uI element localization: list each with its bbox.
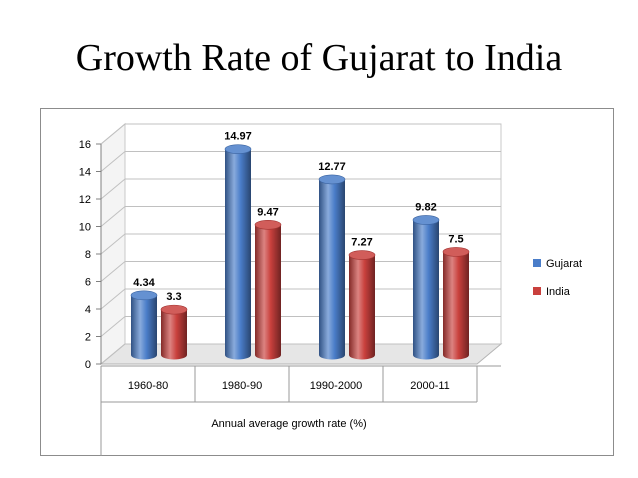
gridline	[100, 233, 501, 255]
bar-top	[254, 219, 282, 230]
bar-body	[413, 219, 439, 360]
x-axis-label: Annual average growth rate (%)	[211, 418, 366, 430]
data-label: 9.82	[415, 201, 436, 213]
bar-gujarat-1990-2000	[318, 174, 346, 360]
data-label: 3.3	[166, 291, 181, 303]
gridline	[100, 288, 501, 310]
data-label: 7.5	[448, 233, 463, 245]
category-label: 1960-80	[128, 380, 168, 392]
bar-top	[348, 250, 376, 260]
y-tick-label: 4	[85, 304, 91, 316]
gridline	[100, 316, 501, 337]
bar-body	[319, 179, 345, 360]
gridline	[100, 178, 501, 200]
bar-top	[442, 247, 470, 257]
growth-rate-chart: 0 2 4 6 8 10 12 14 16 4.34 3.3 14.97 9.47 12.77 7.27 9.…	[79, 122, 582, 456]
gridline	[100, 343, 501, 365]
chart-frame: 0 2 4 6 8 10 12 14 16 4.34 3.3 14.97 9.47 12.77 7.27 9.…	[40, 108, 614, 456]
bar-gujarat-1960-80	[130, 290, 158, 360]
data-label: 7.27	[351, 237, 372, 249]
y-tick-label: 12	[79, 194, 91, 206]
y-tick-label: 8	[85, 249, 91, 261]
y-tick-label: 2	[85, 332, 91, 344]
category-label: 2000-11	[410, 380, 450, 392]
gridline	[100, 151, 501, 172]
bar-top	[318, 174, 346, 185]
gridline	[100, 261, 501, 282]
bar-body	[349, 255, 375, 360]
data-label: 4.34	[133, 277, 155, 289]
legend-label: India	[546, 286, 571, 298]
bar-body	[443, 251, 469, 360]
bar-gujarat-2000-11	[412, 215, 440, 360]
bar-top	[160, 304, 188, 315]
y-tick-label: 14	[79, 167, 91, 179]
legend-swatch	[533, 287, 541, 295]
legend-label: Gujarat	[546, 258, 582, 270]
bar-top	[412, 215, 440, 225]
bar-body	[225, 149, 251, 360]
gridline	[100, 206, 501, 227]
bar-body	[255, 224, 281, 360]
bar-top	[130, 290, 158, 301]
category-label: 1980-90	[222, 380, 262, 392]
y-tick-label: 10	[79, 222, 91, 234]
slide-title: Growth Rate of Gujarat to India	[75, 37, 563, 79]
y-tick-label: 6	[85, 277, 91, 289]
data-label: 9.47	[257, 206, 278, 218]
bar-india-1960-80	[160, 304, 188, 360]
data-label: 14.97	[224, 131, 252, 143]
legend-swatch	[533, 259, 541, 267]
bar-india-1980-90	[254, 219, 282, 360]
bar-body	[131, 295, 157, 360]
y-tick-label: 16	[79, 139, 91, 151]
bar-india-2000-11	[442, 247, 470, 360]
data-label: 12.77	[318, 161, 346, 173]
category-label: 1990-2000	[310, 380, 363, 392]
y-tick-label: 0	[85, 359, 91, 371]
bar-body	[161, 309, 187, 360]
gridline	[100, 123, 501, 145]
bar-top	[224, 144, 252, 154]
bar-india-1990-2000	[348, 250, 376, 360]
bar-gujarat-1980-90	[224, 144, 252, 360]
